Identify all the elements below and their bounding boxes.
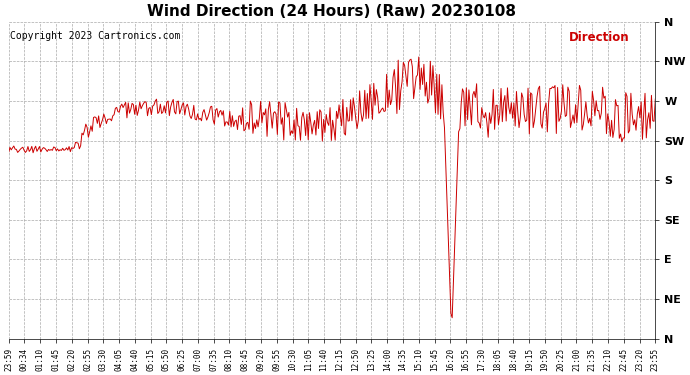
Text: Direction: Direction [569,31,629,44]
Text: Copyright 2023 Cartronics.com: Copyright 2023 Cartronics.com [10,31,180,41]
Title: Wind Direction (24 Hours) (Raw) 20230108: Wind Direction (24 Hours) (Raw) 20230108 [148,4,517,19]
